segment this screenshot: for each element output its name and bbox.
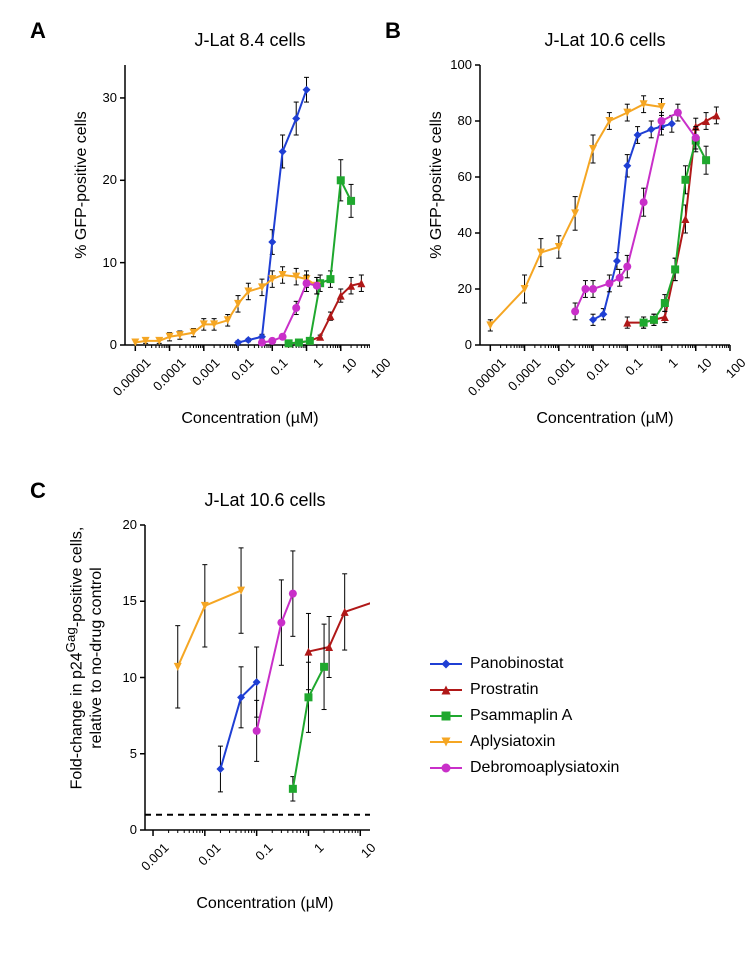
panelB-letter: B bbox=[385, 18, 401, 44]
panelB-title: J-Lat 10.6 cells bbox=[480, 30, 730, 51]
panelB-ytick: 100 bbox=[432, 57, 472, 72]
panelA-xlabel: Concentration (µM) bbox=[125, 410, 375, 428]
panelA-title: J-Lat 8.4 cells bbox=[125, 30, 375, 51]
panel-a: AJ-Lat 8.4 cells01020300.000010.00010.00… bbox=[30, 10, 370, 445]
panelC-ytick: 0 bbox=[97, 822, 137, 837]
legend-item-prostratin: Prostratin bbox=[430, 681, 619, 699]
panelA-ylabel: % GFP-positive cells bbox=[73, 85, 91, 285]
panelB-xlabel: Concentration (µM) bbox=[480, 410, 730, 428]
legend-label: Panobinostat bbox=[470, 655, 563, 673]
legend-label: Aplysiatoxin bbox=[470, 733, 555, 751]
panel-c: CJ-Lat 10.6 cells051015200.0010.010.1110… bbox=[30, 470, 370, 940]
legend-label: Psammaplin A bbox=[470, 707, 572, 725]
legend-label: Debromoaplysiatoxin bbox=[470, 759, 619, 777]
panelC-letter: C bbox=[30, 478, 46, 504]
panel-b: BJ-Lat 10.6 cells0204060801000.000010.00… bbox=[385, 10, 745, 445]
panelA-ytick: 0 bbox=[77, 337, 117, 352]
panelB-ytick: 0 bbox=[432, 337, 472, 352]
legend-item-panobinostat: Panobinostat bbox=[430, 655, 619, 673]
panelC-title: J-Lat 10.6 cells bbox=[145, 490, 385, 511]
legend: Panobinostat Prostratin Psammaplin A Aplysi… bbox=[430, 655, 619, 785]
panelA-letter: A bbox=[30, 18, 46, 44]
legend-item-psammaplin: Psammaplin A bbox=[430, 707, 619, 725]
legend-item-aplysiatoxin: Aplysiatoxin bbox=[430, 733, 619, 751]
legend-label: Prostratin bbox=[470, 681, 538, 699]
legend-item-debromo: Debromoaplysiatoxin bbox=[430, 759, 619, 777]
panelC-xlabel: Concentration (µM) bbox=[145, 895, 385, 913]
panelB-ylabel: % GFP-positive cells bbox=[428, 85, 446, 285]
panelC-ylabel: Fold-change in p24Gag-positive cells,rel… bbox=[63, 508, 106, 808]
